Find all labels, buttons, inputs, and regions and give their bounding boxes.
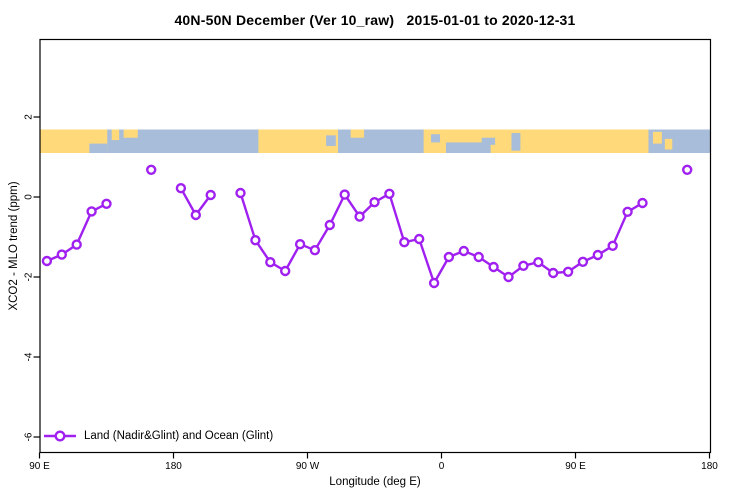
data-point	[428, 277, 440, 289]
map-band-land-patch	[664, 138, 673, 150]
y-tick-label: -4	[24, 352, 35, 361]
data-point	[443, 251, 455, 263]
y-tick-label: 0	[24, 194, 35, 200]
data-point	[592, 249, 603, 261]
plot-frame	[39, 38, 712, 454]
data-point	[548, 267, 559, 279]
x-tick-label: 90 E	[565, 461, 586, 472]
map-band-land-patch	[111, 129, 120, 141]
x-tick-label: 90 W	[296, 461, 320, 472]
data-point	[458, 245, 469, 257]
data-point	[294, 238, 306, 250]
x-tick-label: 180	[701, 461, 718, 472]
data-point	[101, 198, 112, 210]
y-axis-label: XCO2 - MLO trend (ppm)	[8, 181, 20, 311]
data-point	[56, 249, 67, 260]
data-point	[86, 206, 97, 217]
y-tick-label: -6	[24, 432, 35, 441]
map-band-ocean-patch	[445, 142, 491, 153]
data-point	[682, 164, 693, 176]
map-band-ocean-patch	[481, 137, 496, 145]
data-point	[473, 251, 484, 263]
legend-label: Land (Nadir&Glint) and Ocean (Glint)	[84, 430, 274, 442]
y-tick-label: -2	[24, 272, 35, 281]
map-band-land-patch	[350, 129, 365, 138]
data-point	[265, 257, 276, 268]
data-point	[235, 187, 246, 199]
y-tick-label: 2	[24, 114, 35, 120]
data-point	[503, 271, 514, 283]
trend-line-segment	[239, 191, 644, 285]
data-point	[190, 209, 202, 221]
data-point	[414, 233, 425, 245]
data-point	[205, 189, 216, 201]
data-point	[399, 236, 410, 248]
data-point	[71, 239, 82, 250]
data-point	[622, 206, 633, 218]
trend-line-segment	[45, 202, 108, 263]
data-point	[41, 255, 53, 267]
map-band-ocean-patch	[326, 135, 336, 146]
data-point	[250, 234, 261, 246]
data-point	[145, 164, 157, 176]
data-point	[488, 261, 499, 273]
x-tick-label: 90 E	[29, 461, 50, 472]
data-point	[533, 257, 544, 268]
data-point	[175, 182, 187, 194]
x-tick-label: 0	[439, 461, 445, 472]
data-point	[309, 244, 321, 256]
map-band-land-patch	[123, 129, 138, 138]
data-point	[607, 240, 618, 252]
data-point	[637, 197, 648, 209]
chart-title: 40N-50N December (Ver 10_raw) 2015-01-01…	[174, 12, 576, 28]
data-point	[518, 260, 529, 271]
x-tick-label: 180	[165, 461, 182, 472]
data-point	[562, 266, 574, 277]
data-point	[369, 196, 380, 208]
map-band-ocean-patch	[89, 143, 108, 153]
data-point	[324, 219, 335, 231]
data-point	[354, 211, 365, 222]
data-point	[339, 189, 350, 200]
map-band-land-segment	[258, 129, 339, 153]
map-band-ocean-patch	[511, 133, 521, 151]
legend-marker-icon	[44, 430, 76, 442]
legend: Land (Nadir&Glint) and Ocean (Glint)	[43, 428, 273, 444]
data-point	[384, 188, 395, 200]
map-band-ocean-patch	[431, 134, 441, 143]
x-axis-label: Longitude (deg E)	[329, 476, 421, 488]
data-point	[280, 265, 291, 277]
map-band-land-patch	[652, 131, 662, 144]
data-point	[577, 256, 589, 267]
